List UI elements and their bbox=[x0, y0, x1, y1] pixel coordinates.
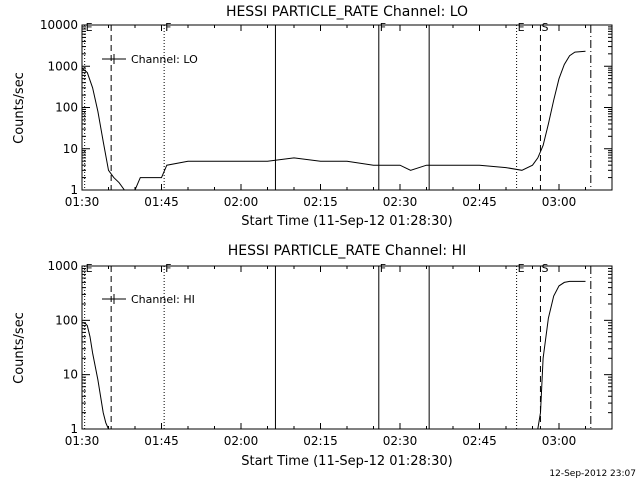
chart-lo-event-marker-label: F bbox=[380, 21, 386, 34]
chart-lo-event-marker-label: E bbox=[518, 21, 525, 34]
chart-hi-y-tick-label: 10 bbox=[63, 368, 78, 382]
chart-lo-x-tick-label: 02:15 bbox=[303, 195, 338, 209]
chart-lo-series-line bbox=[81, 50, 586, 191]
chart-lo-y-ticks: 1 10 100 1000 10000 bbox=[40, 18, 612, 197]
chart-lo-legend: Channel: LO bbox=[102, 53, 198, 66]
chart-hi-x-axis-label: Start Time (11-Sep-12 01:28:30) bbox=[241, 454, 452, 469]
chart-hi-plot-frame bbox=[81, 265, 613, 430]
chart-lo-x-tick-label: 03:00 bbox=[542, 195, 577, 209]
chart-lo-event-marker-label: E bbox=[86, 21, 93, 34]
chart-hi-event-marker-label: F bbox=[380, 262, 386, 275]
chart-lo-event-marker-label: F bbox=[165, 21, 171, 34]
chart-lo-x-tick-label: 02:00 bbox=[224, 195, 259, 209]
chart-lo-y-tick-label: 1 bbox=[70, 183, 78, 197]
chart-hi-event-marker-label: E bbox=[86, 262, 93, 275]
chart-hi-panel: HESSI PARTICLE_RATE Channel: HI Counts/s… bbox=[12, 243, 613, 469]
chart-hi-series-line bbox=[82, 280, 586, 430]
chart-hi-legend: Channel: HI bbox=[102, 293, 195, 306]
chart-lo-event-marker-label: S bbox=[541, 21, 548, 34]
chart-hi-x-tick-label: 02:30 bbox=[383, 434, 418, 448]
chart-hi-y-tick-label: 1000 bbox=[47, 259, 78, 273]
chart-lo-y-tick-label: 1000 bbox=[47, 59, 78, 73]
chart-lo-y-tick-label: 100 bbox=[55, 101, 78, 115]
chart-hi-x-tick-label: 03:00 bbox=[542, 434, 577, 448]
chart-hi-event-marker-label: E bbox=[518, 262, 525, 275]
chart-lo-y-tick-label: 10000 bbox=[40, 18, 78, 32]
chart-lo-title: HESSI PARTICLE_RATE Channel: LO bbox=[226, 4, 468, 20]
chart-hi-x-tick-label: 02:00 bbox=[224, 434, 259, 448]
chart-hi-y-tick-label: 1 bbox=[70, 422, 78, 436]
chart-hi-x-tick-label: 01:30 bbox=[65, 434, 100, 448]
chart-hi-x-tick-label: 02:15 bbox=[303, 434, 338, 448]
chart-hi-y-tick-label: 100 bbox=[55, 313, 78, 327]
chart-hi-x-tick-label: 02:45 bbox=[462, 434, 497, 448]
chart-lo-y-tick-label: 10 bbox=[63, 142, 78, 156]
chart-lo-x-tick-label: 02:30 bbox=[383, 195, 418, 209]
chart-hi-event-marker-label: F bbox=[165, 262, 171, 275]
chart-lo-x-ticks: 01:30 01:45 02:00 02:15 02:30 02:45 03:00 bbox=[65, 25, 613, 209]
chart-lo-legend-label: Channel: LO bbox=[131, 53, 198, 66]
chart-lo-x-tick-label: 01:45 bbox=[144, 195, 179, 209]
chart-lo-y-axis-label: Counts/sec bbox=[12, 72, 27, 144]
chart-hi-title: HESSI PARTICLE_RATE Channel: HI bbox=[228, 243, 466, 259]
chart-lo-x-tick-label: 01:30 bbox=[65, 195, 100, 209]
chart-hi-legend-label: Channel: HI bbox=[131, 293, 195, 306]
chart-lo-x-tick-label: 02:45 bbox=[462, 195, 497, 209]
chart-hi-x-tick-label: 01:45 bbox=[144, 434, 179, 448]
chart-lo-panel: HESSI PARTICLE_RATE Channel: LO Counts/s… bbox=[12, 4, 613, 229]
chart-lo-x-axis-label: Start Time (11-Sep-12 01:28:30) bbox=[241, 214, 452, 229]
chart-hi-y-axis-label: Counts/sec bbox=[12, 312, 27, 384]
chart-hi-y-ticks: 1 10 100 1000 bbox=[47, 259, 612, 436]
generation-timestamp: 12-Sep-2012 23:07 bbox=[549, 469, 636, 479]
chart-hi-event-marker-label: S bbox=[541, 262, 548, 275]
